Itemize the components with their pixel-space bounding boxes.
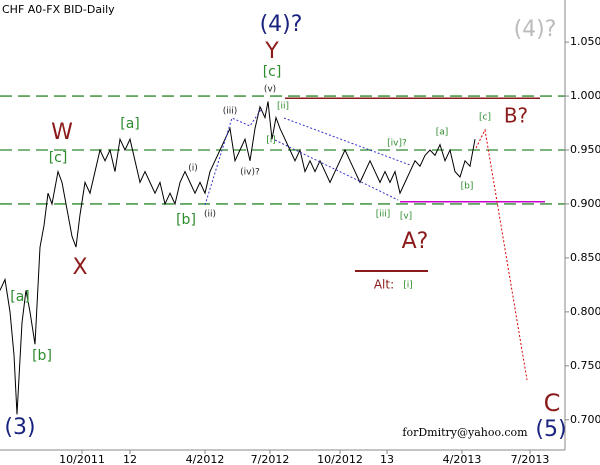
annotation: [a] bbox=[436, 128, 449, 138]
annotation: (3) bbox=[4, 415, 35, 440]
annotation: [i] bbox=[266, 136, 276, 146]
annotation: forDmitry@yahoo.com bbox=[402, 426, 528, 439]
annotation: A? bbox=[402, 229, 429, 254]
x-tick-label: 10/2012 bbox=[317, 453, 363, 465]
price-line bbox=[0, 101, 476, 415]
y-tick-label: 0.800 bbox=[570, 305, 600, 318]
annotation: [i] bbox=[403, 281, 413, 291]
annotation: (v) bbox=[264, 85, 276, 95]
annotation: (ii) bbox=[204, 210, 216, 220]
x-tick-label: 7/2012 bbox=[251, 453, 290, 465]
y-tick-label: 0.750 bbox=[570, 359, 600, 372]
annotation: (iii) bbox=[223, 107, 238, 117]
annotation: X bbox=[72, 255, 87, 280]
channel bbox=[204, 107, 263, 206]
x-tick-label: 13 bbox=[380, 453, 394, 465]
annotation: [a] bbox=[120, 116, 140, 132]
annotation: [ii] bbox=[277, 102, 289, 112]
x-tick-label: 4/2012 bbox=[186, 453, 225, 465]
x-tick-label: 12 bbox=[123, 453, 137, 465]
annotation: [b] bbox=[32, 348, 52, 364]
annotation: B? bbox=[504, 104, 528, 128]
annotation: (iv)? bbox=[240, 168, 260, 178]
y-tick-label: 0.700 bbox=[570, 413, 600, 426]
annotation: [iii] bbox=[376, 210, 391, 220]
annotation: [c] bbox=[263, 64, 282, 80]
annotation: (4)? bbox=[260, 12, 303, 37]
annotation: [c] bbox=[49, 150, 68, 166]
annotation: C bbox=[544, 389, 561, 417]
y-tick-label: 0.900 bbox=[570, 197, 600, 210]
annotation: [a] bbox=[10, 289, 30, 305]
x-tick-label: 4/2013 bbox=[443, 453, 482, 465]
annotation: Alt: bbox=[374, 278, 394, 292]
channel bbox=[274, 139, 399, 201]
annotation: (i) bbox=[188, 164, 198, 174]
chart-title: CHF A0-FX BID-Daily bbox=[2, 3, 115, 16]
annotation: [iv]? bbox=[387, 139, 407, 149]
y-tick-label: 1.000 bbox=[570, 89, 600, 102]
channel bbox=[283, 117, 411, 166]
annotation: W bbox=[51, 120, 73, 145]
annotations: (4)? (4)? Y [c] (v) [ii] (iii) [i] (i) (… bbox=[4, 12, 566, 442]
y-tick-label: 1.050 bbox=[570, 35, 600, 48]
annotation: [c] bbox=[479, 113, 491, 123]
annotation: [b] bbox=[176, 212, 196, 228]
y-tick-label: 0.850 bbox=[570, 251, 600, 264]
x-tick-label: 10/2011 bbox=[59, 453, 105, 465]
annotation: [v] bbox=[400, 212, 412, 222]
annotation: Y bbox=[264, 39, 279, 64]
plot bbox=[0, 95, 565, 415]
annotation: (4)? bbox=[514, 17, 557, 42]
projection bbox=[475, 128, 528, 381]
annotation: (5) bbox=[535, 417, 566, 442]
x-tick-label: 7/2013 bbox=[511, 453, 550, 465]
y-tick-label: 0.950 bbox=[570, 143, 600, 156]
annotation: [b] bbox=[461, 182, 474, 192]
